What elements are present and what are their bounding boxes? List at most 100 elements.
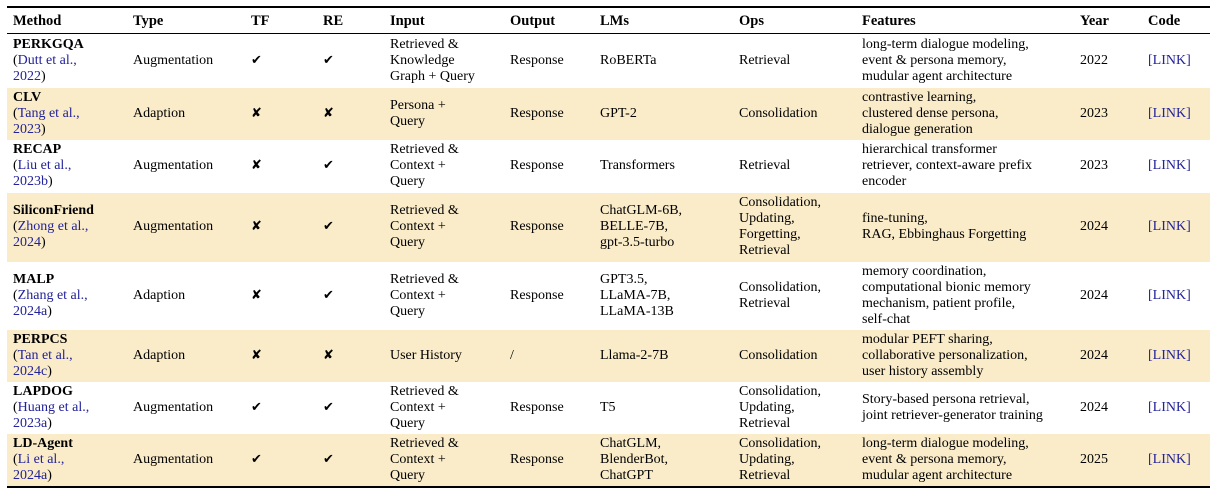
year-cell: 2023	[1080, 158, 1108, 173]
citation-link[interactable]: (Zhong et al., 2024)	[13, 219, 89, 250]
code-link[interactable]: [LINK]	[1148, 158, 1191, 173]
input-cell: Persona + Query	[390, 97, 446, 129]
citation-paren-open: (	[13, 105, 18, 121]
re-check-mark: ✔	[323, 158, 334, 173]
method-name: SiliconFriend	[13, 203, 94, 218]
citation-paren-open: (	[13, 158, 18, 173]
citation-link[interactable]: (Liu et al., 2023b)	[13, 158, 72, 189]
code-cell: [LINK]	[1142, 382, 1210, 434]
lms-cell: T5	[600, 399, 616, 415]
code-cell: [LINK]	[1142, 262, 1210, 330]
method-cell: CLV (Tang et al., 2023)	[7, 88, 127, 140]
tf-cross-mark: ✘	[251, 347, 262, 363]
citation-paren-open: (	[13, 219, 18, 234]
lms-cell: Llama-2-7B	[600, 347, 669, 363]
method-name: PERPCS	[13, 331, 68, 347]
year-cell: 2023	[1080, 105, 1108, 121]
output-cell: Response	[510, 105, 564, 121]
citation-link[interactable]: (Tan et al., 2024c)	[13, 347, 73, 379]
citation-link[interactable]: (Li et al., 2024a)	[13, 451, 65, 483]
output-cell: Response	[510, 219, 564, 234]
method-cell: MALP (Zhang et al., 2024a)	[7, 262, 127, 330]
type-cell: Augmentation	[133, 52, 214, 68]
output-cell: Response	[510, 451, 564, 467]
code-cell: [LINK]	[1142, 434, 1210, 487]
year-cell: 2022	[1080, 52, 1108, 68]
year-cell: 2024	[1080, 399, 1108, 415]
re-check-mark: ✔	[323, 287, 334, 303]
type-cell: Augmentation	[133, 158, 214, 173]
code-cell: [LINK]	[1142, 140, 1210, 193]
citation-link[interactable]: (Huang et al., 2023a)	[13, 399, 90, 431]
re-check-mark: ✔	[323, 219, 334, 234]
citation-paren-open: (	[13, 52, 18, 68]
re-check-mark: ✔	[323, 399, 334, 415]
code-cell: [LINK]	[1142, 330, 1210, 382]
citation-paren-open: (	[13, 287, 18, 303]
code-link[interactable]: [LINK]	[1148, 399, 1191, 415]
citation-link[interactable]: (Dutt et al., 2022)	[13, 52, 77, 84]
lms-cell: Transformers	[600, 158, 675, 173]
tf-check-mark: ✔	[251, 399, 262, 415]
input-cell: Retrieved & Context + Query	[390, 435, 459, 483]
code-cell: [LINK]	[1142, 193, 1210, 262]
code-link[interactable]: [LINK]	[1148, 451, 1191, 467]
re-cross-mark: ✘	[323, 347, 334, 363]
code-link[interactable]: [LINK]	[1148, 105, 1191, 121]
code-link[interactable]: [LINK]	[1148, 219, 1191, 234]
col-header-year: Year	[1074, 7, 1142, 34]
citation-link[interactable]: (Tang et al., 2023)	[13, 105, 80, 137]
table-row: LD-Agent (Li et al., 2024a) Augmentation ✔…	[7, 433, 1210, 487]
method-name: PERKGQA	[13, 36, 84, 52]
ops-cell: Consolidation	[739, 347, 818, 363]
features-cell: long-term dialogue modeling, event & per…	[862, 36, 1029, 84]
output-cell: /	[510, 347, 514, 363]
type-cell: Adaption	[133, 347, 186, 363]
citation-paren-open: (	[13, 399, 18, 415]
citation-link[interactable]: (Zhang et al., 2024a)	[13, 287, 88, 319]
features-cell: modular PEFT sharing, collaborative pers…	[862, 331, 1028, 379]
code-link[interactable]: [LINK]	[1148, 52, 1191, 68]
col-header-input: Input	[384, 7, 504, 34]
col-header-ops: Ops	[733, 7, 856, 34]
table-row: MALP (Zhang et al., 2024a) Adaption ✘ ✔ Re…	[7, 262, 1210, 330]
lms-cell: ChatGLM, BlenderBot, ChatGPT	[600, 435, 669, 483]
method-cell: SiliconFriend (Zhong et al., 2024)	[7, 193, 127, 262]
ops-cell: Consolidation	[739, 105, 818, 121]
col-header-re: RE	[317, 7, 384, 34]
col-header-type: Type	[127, 7, 245, 34]
re-cross-mark: ✘	[323, 105, 334, 121]
input-cell: Retrieved & Context + Query	[390, 203, 459, 250]
col-header-tf: TF	[245, 7, 317, 34]
year-cell: 2025	[1080, 451, 1108, 467]
ops-cell: Retrieval	[739, 52, 791, 68]
method-cell: RECAP (Liu et al., 2023b)	[7, 140, 127, 193]
ops-cell: Retrieval	[739, 158, 791, 173]
citation-paren-close: )	[47, 415, 52, 431]
citation-paren-close: )	[48, 174, 53, 189]
code-cell: [LINK]	[1142, 88, 1210, 140]
features-cell: contrastive learning, clustered dense pe…	[862, 89, 999, 137]
year-cell: 2024	[1080, 287, 1108, 303]
table-row: RECAP (Liu et al., 2023b) Augmentation ✘ ✔…	[7, 140, 1210, 193]
tf-cross-mark: ✘	[251, 105, 262, 121]
method-cell: LD-Agent (Li et al., 2024a)	[7, 434, 127, 487]
table-row: LAPDOG (Huang et al., 2023a) Augmentation …	[7, 382, 1210, 434]
ops-cell: Consolidation, Updating, Retrieval	[739, 383, 822, 431]
input-cell: Retrieved & Context + Query	[390, 383, 459, 431]
method-cell: LAPDOG (Huang et al., 2023a)	[7, 382, 127, 434]
table-row: SiliconFriend (Zhong et al., 2024) Augment…	[7, 192, 1210, 262]
code-cell: [LINK]	[1142, 34, 1210, 88]
code-link[interactable]: [LINK]	[1148, 347, 1191, 363]
year-cell: 2024	[1080, 219, 1108, 234]
citation-paren-close: )	[41, 121, 46, 137]
citation-paren-close: )	[41, 235, 46, 250]
method-name: RECAP	[13, 142, 62, 157]
output-cell: Response	[510, 158, 564, 173]
tf-check-mark: ✔	[251, 451, 262, 467]
table-row: PERPCS (Tan et al., 2024c) Adaption ✘ ✘ Us…	[7, 329, 1210, 382]
code-link[interactable]: [LINK]	[1148, 287, 1191, 303]
re-check-mark: ✔	[323, 451, 334, 467]
method-name: LAPDOG	[13, 383, 73, 399]
input-cell: Retrieved & Context + Query	[390, 271, 459, 319]
